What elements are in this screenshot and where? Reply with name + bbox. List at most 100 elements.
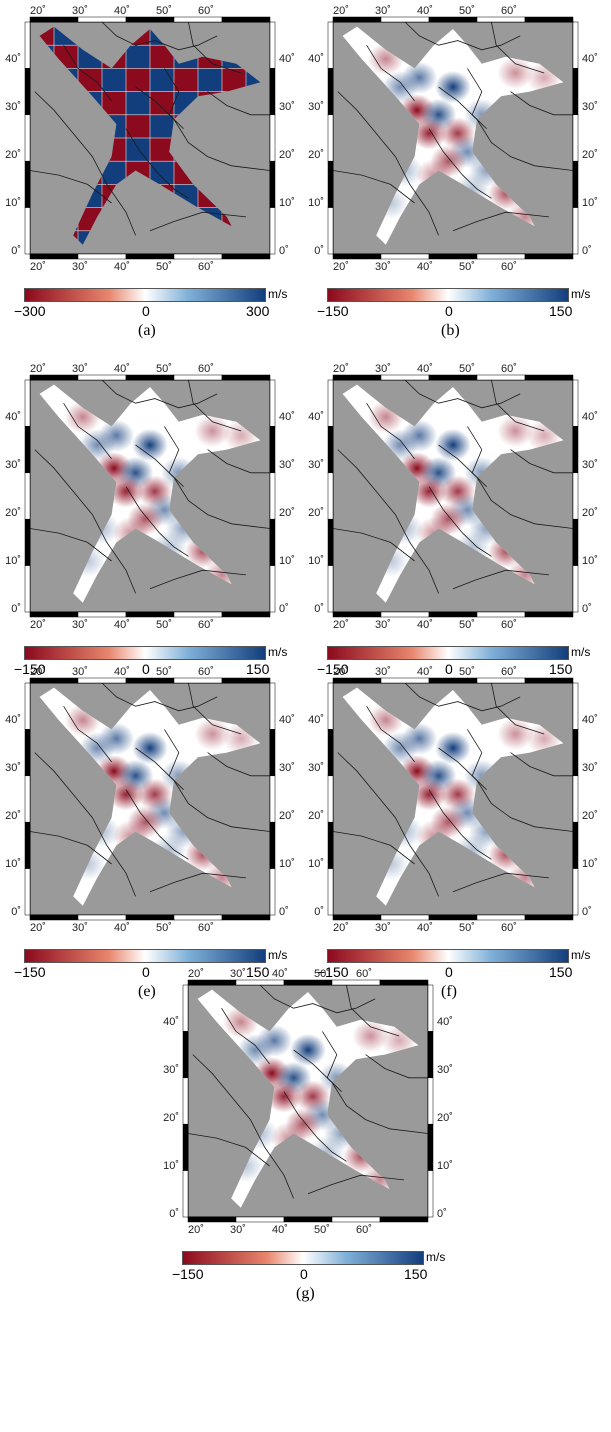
frame-tick [24, 21, 31, 69]
y-tick-label-left: 10˚ [163, 1160, 179, 1172]
frame-tick [327, 21, 334, 69]
y-tick-label-right: 0˚ [582, 906, 592, 918]
coastline [438, 747, 574, 832]
frame-tick [327, 114, 334, 162]
y-tick-label-left: 0˚ [169, 1208, 179, 1220]
x-tick-label-bottom: 20˚ [333, 922, 349, 934]
map-frame: 20˚ 20˚ 30˚ 30˚ 40˚ 40˚ 50˚ 50˚ 60˚ 60˚ 0˚ 0˚ 10˚ 10˚… [163, 968, 453, 1236]
frame-tick [428, 611, 478, 618]
frame-tick [427, 1170, 434, 1218]
x-tick-label-bottom: 50˚ [314, 1224, 330, 1236]
x-tick-label-top: 30˚ [72, 666, 88, 678]
y-tick-label-right: 30˚ [279, 101, 295, 113]
coastline [491, 379, 545, 432]
y-tick-label-left: 10˚ [308, 197, 324, 209]
coastline [101, 21, 218, 51]
y-tick-label-left: 0˚ [314, 603, 324, 615]
colorbar-unit: m/s [268, 948, 288, 962]
anomaly-blob [132, 428, 168, 462]
x-tick-label-top: 40˚ [417, 666, 433, 678]
frame-tick [332, 253, 382, 260]
coastline [125, 486, 189, 557]
coastline [34, 449, 136, 594]
frame-tick [125, 914, 175, 921]
frame-tick [269, 379, 276, 427]
frame-tick [24, 775, 31, 823]
frame-tick [476, 374, 526, 381]
x-tick-label-top: 50˚ [156, 666, 172, 678]
y-tick-label-left: 10˚ [5, 197, 21, 209]
panel-caption: (f) [441, 983, 457, 1000]
x-tick-label-bottom: 60˚ [501, 619, 517, 631]
frame-tick [29, 253, 79, 260]
frame-tick [283, 1216, 333, 1223]
y-tick-label-left: 20˚ [5, 149, 21, 161]
x-tick-label-bottom: 50˚ [156, 922, 172, 934]
colorbar [182, 1251, 424, 1265]
y-tick-label-left: 0˚ [11, 906, 21, 918]
x-tick-label-top: 30˚ [375, 5, 391, 17]
frame-tick [77, 677, 127, 684]
frame-tick [269, 21, 276, 69]
frame-tick [269, 729, 276, 777]
colorbar [24, 949, 266, 963]
anomaly-blob [411, 475, 447, 508]
panel-caption: (b) [441, 322, 460, 339]
coastline [63, 44, 112, 102]
y-tick-label-right: 30˚ [279, 459, 295, 471]
frame-tick [327, 775, 334, 823]
colorbar [24, 288, 266, 302]
map-frame: 20˚ 20˚ 30˚ 30˚ 40˚ 40˚ 50˚ 50˚ 60˚ 60˚ 0˚ 0˚ 10˚ 10˚… [5, 5, 295, 273]
frame-tick [427, 1123, 434, 1171]
coastline [365, 1054, 428, 1079]
colorbar-tick-cmin: −150 [317, 661, 349, 677]
coastline [164, 729, 184, 790]
frame-tick [173, 677, 223, 684]
y-tick-label-right: 20˚ [279, 149, 295, 161]
frame-tick [77, 914, 127, 921]
frame-tick [269, 518, 276, 566]
frame-tick [77, 611, 127, 618]
x-tick-label-top: 30˚ [375, 363, 391, 375]
y-tick-label-right: 10˚ [279, 555, 295, 567]
x-tick-label-top: 60˚ [501, 5, 517, 17]
frame-tick [182, 1170, 189, 1218]
y-tick-label-left: 30˚ [308, 101, 324, 113]
frame-tick [327, 379, 334, 427]
y-tick-label-right: 40˚ [582, 53, 598, 65]
x-tick-label-bottom: 40˚ [417, 619, 433, 631]
frame-tick [182, 1077, 189, 1125]
anomaly-blob [411, 778, 447, 811]
coastline [207, 752, 270, 777]
x-tick-label-bottom: 60˚ [356, 1224, 372, 1236]
y-tick-label-left: 10˚ [5, 555, 21, 567]
coastline [332, 170, 415, 204]
coastline [467, 68, 487, 129]
coastline [125, 128, 189, 199]
anomaly-blob [435, 428, 471, 462]
x-tick-label-top: 60˚ [501, 666, 517, 678]
x-tick-label-bottom: 20˚ [333, 619, 349, 631]
checker-cell [173, 68, 199, 93]
frame-tick [380, 677, 430, 684]
x-tick-label-top: 60˚ [198, 363, 214, 375]
y-tick-label-right: 30˚ [582, 459, 598, 471]
frame-tick [125, 611, 175, 618]
frame-tick [173, 914, 223, 921]
frame-tick [24, 472, 31, 520]
colorbar-tick-cmin: −300 [14, 303, 46, 319]
y-tick-label-left: 40˚ [163, 1016, 179, 1028]
map-panel-d: 20˚ 20˚ 30˚ 30˚ 40˚ 40˚ 50˚ 50˚ 60˚ 60˚ 0˚ 0˚ 10˚ 10˚… [308, 363, 598, 712]
frame-tick [327, 682, 334, 730]
x-tick-label-bottom: 50˚ [459, 261, 475, 273]
coastline [491, 682, 545, 735]
coastline [125, 789, 189, 860]
x-tick-label-bottom: 30˚ [72, 922, 88, 934]
y-tick-label-left: 0˚ [11, 245, 21, 257]
y-tick-label-right: 10˚ [437, 1160, 453, 1172]
frame-tick [428, 253, 478, 260]
frame-tick [572, 518, 579, 566]
coastline [187, 1133, 270, 1167]
coastline [428, 128, 492, 199]
x-tick-label-bottom: 40˚ [417, 261, 433, 273]
